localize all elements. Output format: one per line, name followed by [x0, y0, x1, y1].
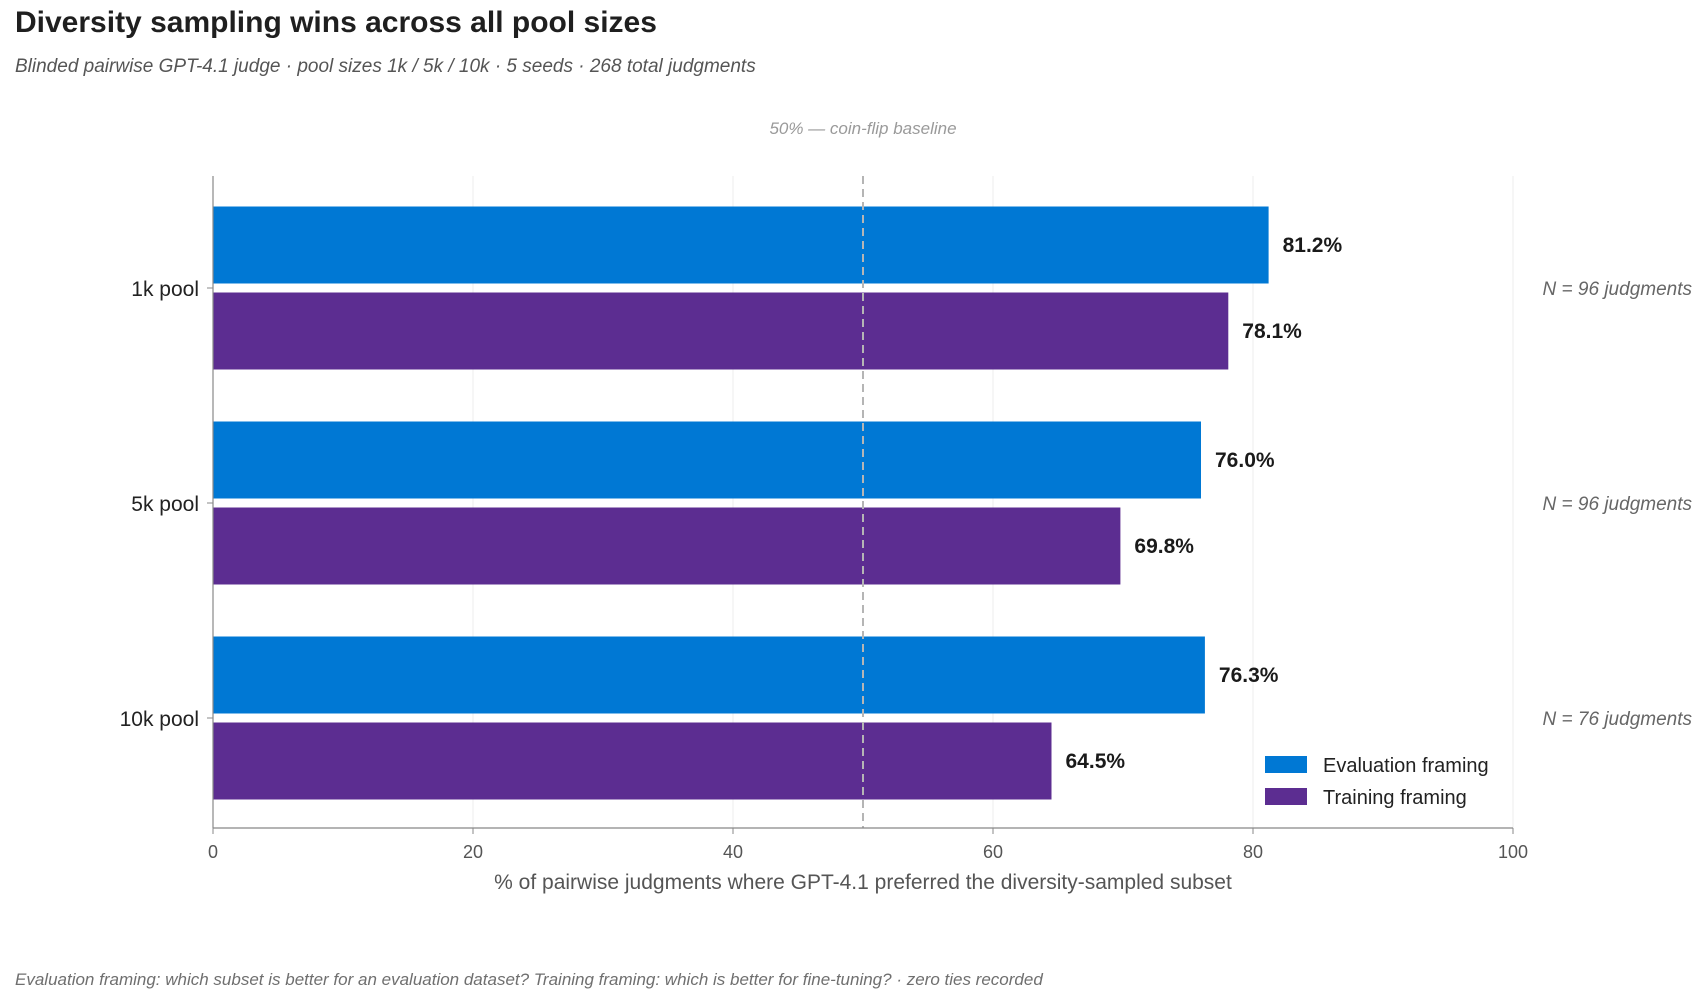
legend-label: Training framing: [1323, 787, 1467, 809]
n-judgments-label: N = 76 judgments: [1543, 709, 1693, 730]
n-judgments-label: N = 96 judgments: [1543, 494, 1693, 515]
x-tick-label: 0: [208, 842, 218, 862]
bar-value-label: 64.5%: [1066, 750, 1126, 773]
x-tick-label: 60: [983, 842, 1003, 862]
legend-swatch: [1265, 756, 1307, 773]
y-tick-label: 10k pool: [120, 708, 199, 731]
bar: [213, 292, 1229, 370]
bar-value-label: 69.8%: [1134, 535, 1194, 558]
legend-swatch: [1265, 788, 1307, 805]
bar-value-label: 76.3%: [1219, 664, 1279, 687]
bar: [213, 636, 1205, 714]
x-axis-label: % of pairwise judgments where GPT-4.1 pr…: [494, 871, 1232, 894]
chart-footnote: Evaluation framing: which subset is bett…: [15, 970, 1043, 989]
bar-value-label: 81.2%: [1283, 234, 1343, 257]
x-tick-label: 40: [723, 842, 743, 862]
bar-value-label: 76.0%: [1215, 449, 1275, 472]
x-tick-label: 80: [1243, 842, 1263, 862]
x-tick-label: 20: [463, 842, 483, 862]
baseline-reference-label: 50% — coin-flip baseline: [769, 119, 956, 138]
bar: [213, 722, 1052, 800]
bar: [213, 507, 1121, 585]
bar: [213, 421, 1201, 499]
y-tick-label: 1k pool: [131, 278, 199, 301]
x-tick-label: 100: [1498, 842, 1528, 862]
bar: [213, 206, 1269, 284]
legend-label: Evaluation framing: [1323, 755, 1489, 777]
bar-value-label: 78.1%: [1242, 320, 1302, 343]
chart-subtitle: Blinded pairwise GPT-4.1 judge · pool si…: [15, 56, 756, 77]
n-judgments-label: N = 96 judgments: [1543, 279, 1693, 300]
y-tick-label: 5k pool: [131, 493, 199, 516]
chart-title: Diversity sampling wins across all pool …: [15, 6, 657, 39]
